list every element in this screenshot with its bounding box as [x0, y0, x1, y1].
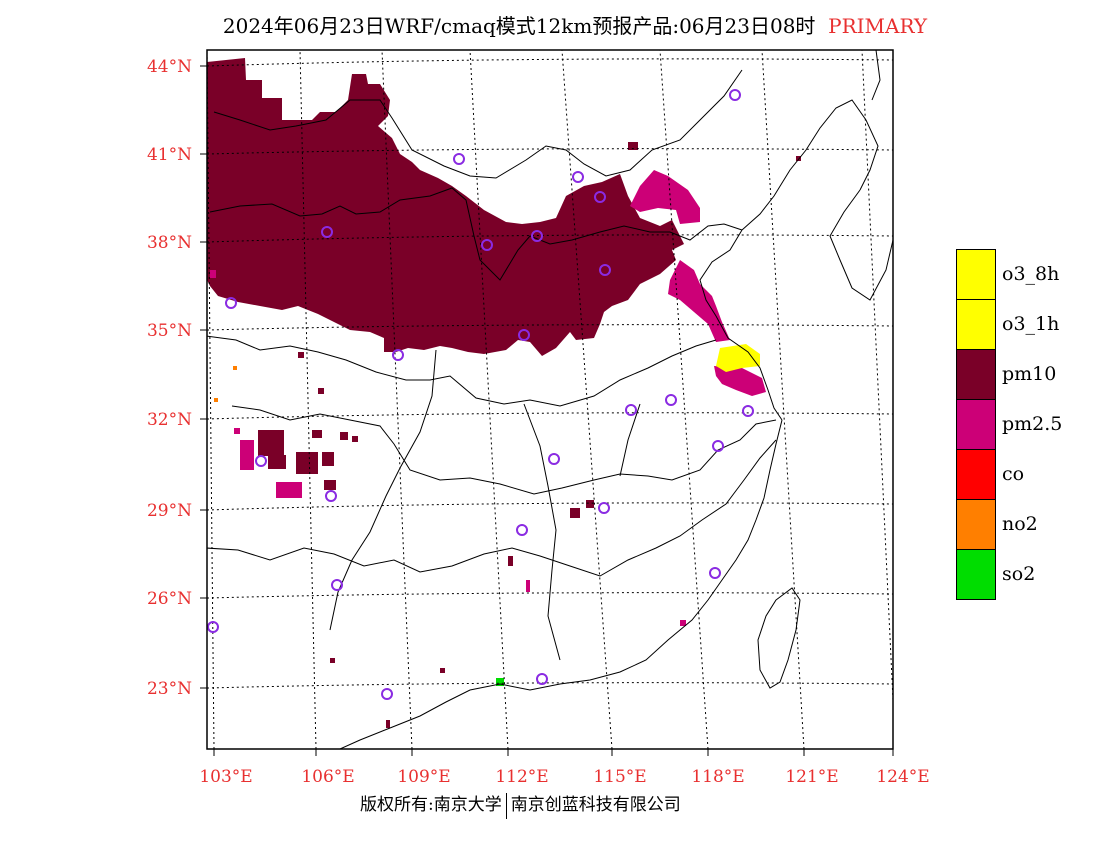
- station-marker: [531, 230, 543, 242]
- legend-swatch: [956, 249, 996, 300]
- legend-swatch: [956, 299, 996, 350]
- station-marker: [625, 404, 637, 416]
- station-marker: [516, 524, 528, 536]
- o3-region: [716, 344, 760, 372]
- station-marker: [729, 89, 741, 101]
- title-tag: PRIMARY: [828, 14, 928, 38]
- lat-label: 26°N: [147, 589, 192, 609]
- legend-label: pm10: [1002, 363, 1057, 385]
- legend-label: no2: [1002, 513, 1038, 535]
- legend-label: co: [1002, 463, 1025, 485]
- station-marker: [599, 264, 611, 276]
- station-marker: [381, 688, 393, 700]
- legend-swatch: [956, 449, 996, 500]
- station-marker: [536, 673, 548, 685]
- legend-label: o3_1h: [1002, 313, 1060, 335]
- legend-label: pm2.5: [1002, 413, 1063, 435]
- lon-label: 118°E: [691, 767, 744, 787]
- map-title: 2024年06月23日WRF/cmaq模式12km预报产品:06月23日08时 …: [0, 10, 1100, 39]
- station-marker: [325, 490, 337, 502]
- station-marker: [712, 440, 724, 452]
- footer-divider: [505, 792, 507, 819]
- lon-label: 115°E: [593, 767, 646, 787]
- pollution-fields: [207, 58, 801, 728]
- so2-speck: [496, 678, 504, 686]
- station-markers: [207, 89, 754, 700]
- station-marker: [572, 171, 584, 183]
- pm25-fields: [210, 170, 766, 626]
- lat-label: 41°N: [147, 145, 192, 165]
- lon-label: 112°E: [495, 767, 548, 787]
- lon-label: 106°E: [301, 767, 354, 787]
- legend-swatch: [956, 499, 996, 550]
- station-marker: [548, 453, 560, 465]
- legend-label: o3_8h: [1002, 263, 1060, 285]
- station-marker: [594, 191, 606, 203]
- station-marker: [481, 239, 493, 251]
- lon-label: 109°E: [397, 767, 450, 787]
- station-marker: [598, 502, 610, 514]
- station-marker: [207, 621, 219, 633]
- station-marker: [331, 579, 343, 591]
- lat-label: 44°N: [147, 57, 192, 77]
- pm10-sw-cluster: [258, 142, 801, 728]
- lon-label: 124°E: [876, 767, 929, 787]
- lat-label: 23°N: [147, 679, 192, 699]
- copyright-right: 南京创蓝科技有限公司: [510, 795, 681, 815]
- map-frame: [206, 49, 894, 750]
- copyright-footer: 版权所有:南京大学 南京创蓝科技有限公司: [360, 790, 681, 819]
- legend-swatch: [956, 549, 996, 600]
- lat-label: 32°N: [147, 410, 192, 430]
- copyright-left: 版权所有:南京大学: [360, 795, 502, 815]
- legend-label: so2: [1002, 563, 1036, 585]
- station-marker: [321, 226, 333, 238]
- pm10-region: [207, 58, 684, 356]
- lon-label: 103°E: [199, 767, 252, 787]
- no2-speck: [214, 398, 218, 402]
- station-marker: [518, 329, 530, 341]
- graticule: [207, 50, 893, 749]
- legend-swatch: [956, 399, 996, 450]
- station-marker: [392, 349, 404, 361]
- lat-label: 38°N: [147, 233, 192, 253]
- lat-label: 35°N: [147, 321, 192, 341]
- station-marker: [709, 567, 721, 579]
- station-marker: [225, 297, 237, 309]
- station-marker: [665, 394, 677, 406]
- axis-ticks: [200, 65, 894, 756]
- lat-label: 29°N: [147, 501, 192, 521]
- station-marker: [742, 405, 754, 417]
- station-marker: [453, 153, 465, 165]
- no2-speck: [233, 366, 237, 370]
- lon-label: 121°E: [785, 767, 838, 787]
- legend-swatch: [956, 349, 996, 400]
- boundaries: [207, 50, 893, 749]
- station-marker: [255, 455, 267, 467]
- title-main: 2024年06月23日WRF/cmaq模式12km预报产品:06月23日08时: [222, 14, 816, 38]
